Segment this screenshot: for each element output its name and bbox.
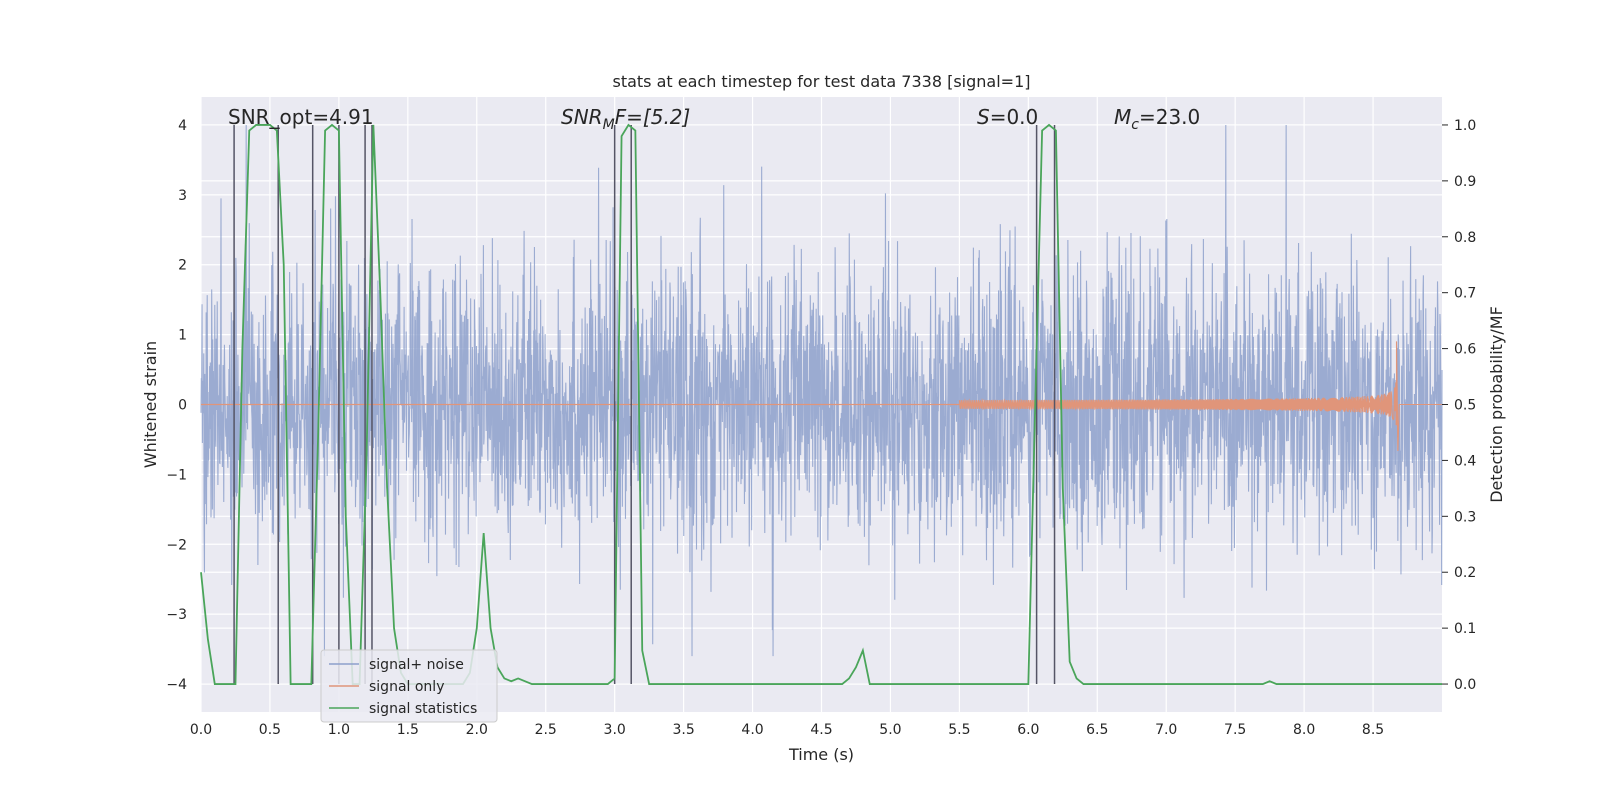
x-tick-label: 4.5: [810, 722, 832, 738]
y-axis-right-ticks: 1.0 0.9 0.8 0.7 0.6 0.5 0.4 0.3 0.2 0.1 0.0: [1442, 118, 1476, 693]
x-tick-label: 6.0: [1017, 722, 1039, 738]
y-right-tick-label: 1.0: [1454, 118, 1476, 134]
y-right-tick-label: 0.2: [1454, 565, 1476, 581]
annotation-s: S=0.0: [977, 105, 1038, 129]
y-right-tick-label: 0.3: [1454, 509, 1476, 525]
y-tick-label: 2: [178, 258, 187, 274]
legend: signal+ noise signal only signal statist…: [320, 649, 498, 723]
y-right-tick-label: 0.5: [1454, 398, 1476, 414]
x-tick-label: 3.5: [672, 722, 694, 738]
y-axis-label: Whitened strain: [141, 341, 160, 468]
chart-title: stats at each timestep for test data 733…: [612, 72, 1030, 91]
annotation-snr-mf-rest: F=[5.2]: [615, 105, 691, 129]
x-tick-label: 7.5: [1224, 722, 1246, 738]
y-axis-right-label: Detection probability/MF: [1487, 306, 1506, 503]
y-right-tick-label: 0.9: [1454, 174, 1476, 190]
x-tick-label: 1.0: [328, 722, 350, 738]
y-tick-label: −1: [166, 467, 187, 483]
annotation-mc: Mc=23.0: [1114, 105, 1200, 133]
noise-line: [200, 124, 1443, 657]
legend-label-signal-noise: signal+ noise: [369, 657, 464, 673]
x-tick-label: 8.0: [1293, 722, 1315, 738]
series-signal-statistics: [200, 123, 1442, 685]
chirp-line: [958, 341, 1442, 451]
y-tick-label: −3: [166, 607, 187, 623]
y-tick-label: 3: [178, 188, 187, 204]
legend-box: [320, 649, 498, 723]
y-right-tick-label: 0.1: [1454, 621, 1476, 637]
x-tick-label: 5.5: [948, 722, 970, 738]
series-signal-noise: [200, 124, 1443, 657]
x-tick-label: 0.0: [190, 722, 212, 738]
series-signal-only: [201, 341, 1442, 451]
y-right-tick-label: 0.8: [1454, 230, 1476, 246]
x-tick-label: 5.0: [879, 722, 901, 738]
annotation-snr-mf: SNRMF=[5.2]: [561, 105, 690, 133]
x-tick-label: 6.5: [1086, 722, 1108, 738]
x-tick-label: 1.5: [397, 722, 419, 738]
y-right-tick-label: 0.0: [1454, 677, 1476, 693]
y-tick-label: 1: [178, 328, 187, 344]
y-tick-label: −2: [166, 537, 187, 553]
x-tick-label: 8.5: [1362, 722, 1384, 738]
y-tick-label: 0: [178, 398, 187, 414]
annotation-snr-mf-main: SNR: [561, 105, 603, 129]
annotation-mc-sub: c: [1131, 117, 1139, 133]
y-tick-label: −4: [166, 677, 187, 693]
y-right-tick-label: 0.7: [1454, 286, 1476, 302]
annotation-snr-mf-sub: M: [603, 117, 615, 133]
annotation-mc-rest: =23.0: [1139, 105, 1200, 129]
y-axis-ticks: 4 3 2 1 0 −1 −2 −3 −4: [166, 118, 187, 693]
x-axis-label: Time (s): [788, 745, 854, 764]
x-tick-label: 4.0: [741, 722, 763, 738]
x-tick-label: 7.0: [1155, 722, 1177, 738]
annotation-mc-main: M: [1114, 105, 1131, 129]
x-tick-label: 2.5: [535, 722, 557, 738]
x-tick-label: 3.0: [604, 722, 626, 738]
x-tick-label: 2.0: [466, 722, 488, 738]
x-tick-label: 0.5: [259, 722, 281, 738]
vertical-markers: [233, 124, 1056, 685]
legend-label-signal-only: signal only: [369, 679, 444, 695]
y-right-tick-label: 0.6: [1454, 342, 1476, 358]
y-right-tick-label: 0.4: [1454, 453, 1476, 469]
x-axis-ticks: 0.0 0.5 1.0 1.5 2.0 2.5 3.0 3.5 4.0 4.5 5.0 5.5 6.0 6…: [190, 722, 1384, 738]
y-tick-label: 4: [178, 118, 187, 134]
annotation-s-rest: =0.0: [990, 105, 1039, 129]
legend-label-signal-statistics: signal statistics: [369, 701, 477, 717]
annotation-s-main: S: [977, 105, 990, 129]
annotation-snr-opt: SNR_opt=4.91: [228, 105, 374, 129]
statistics-line: [200, 123, 1442, 685]
